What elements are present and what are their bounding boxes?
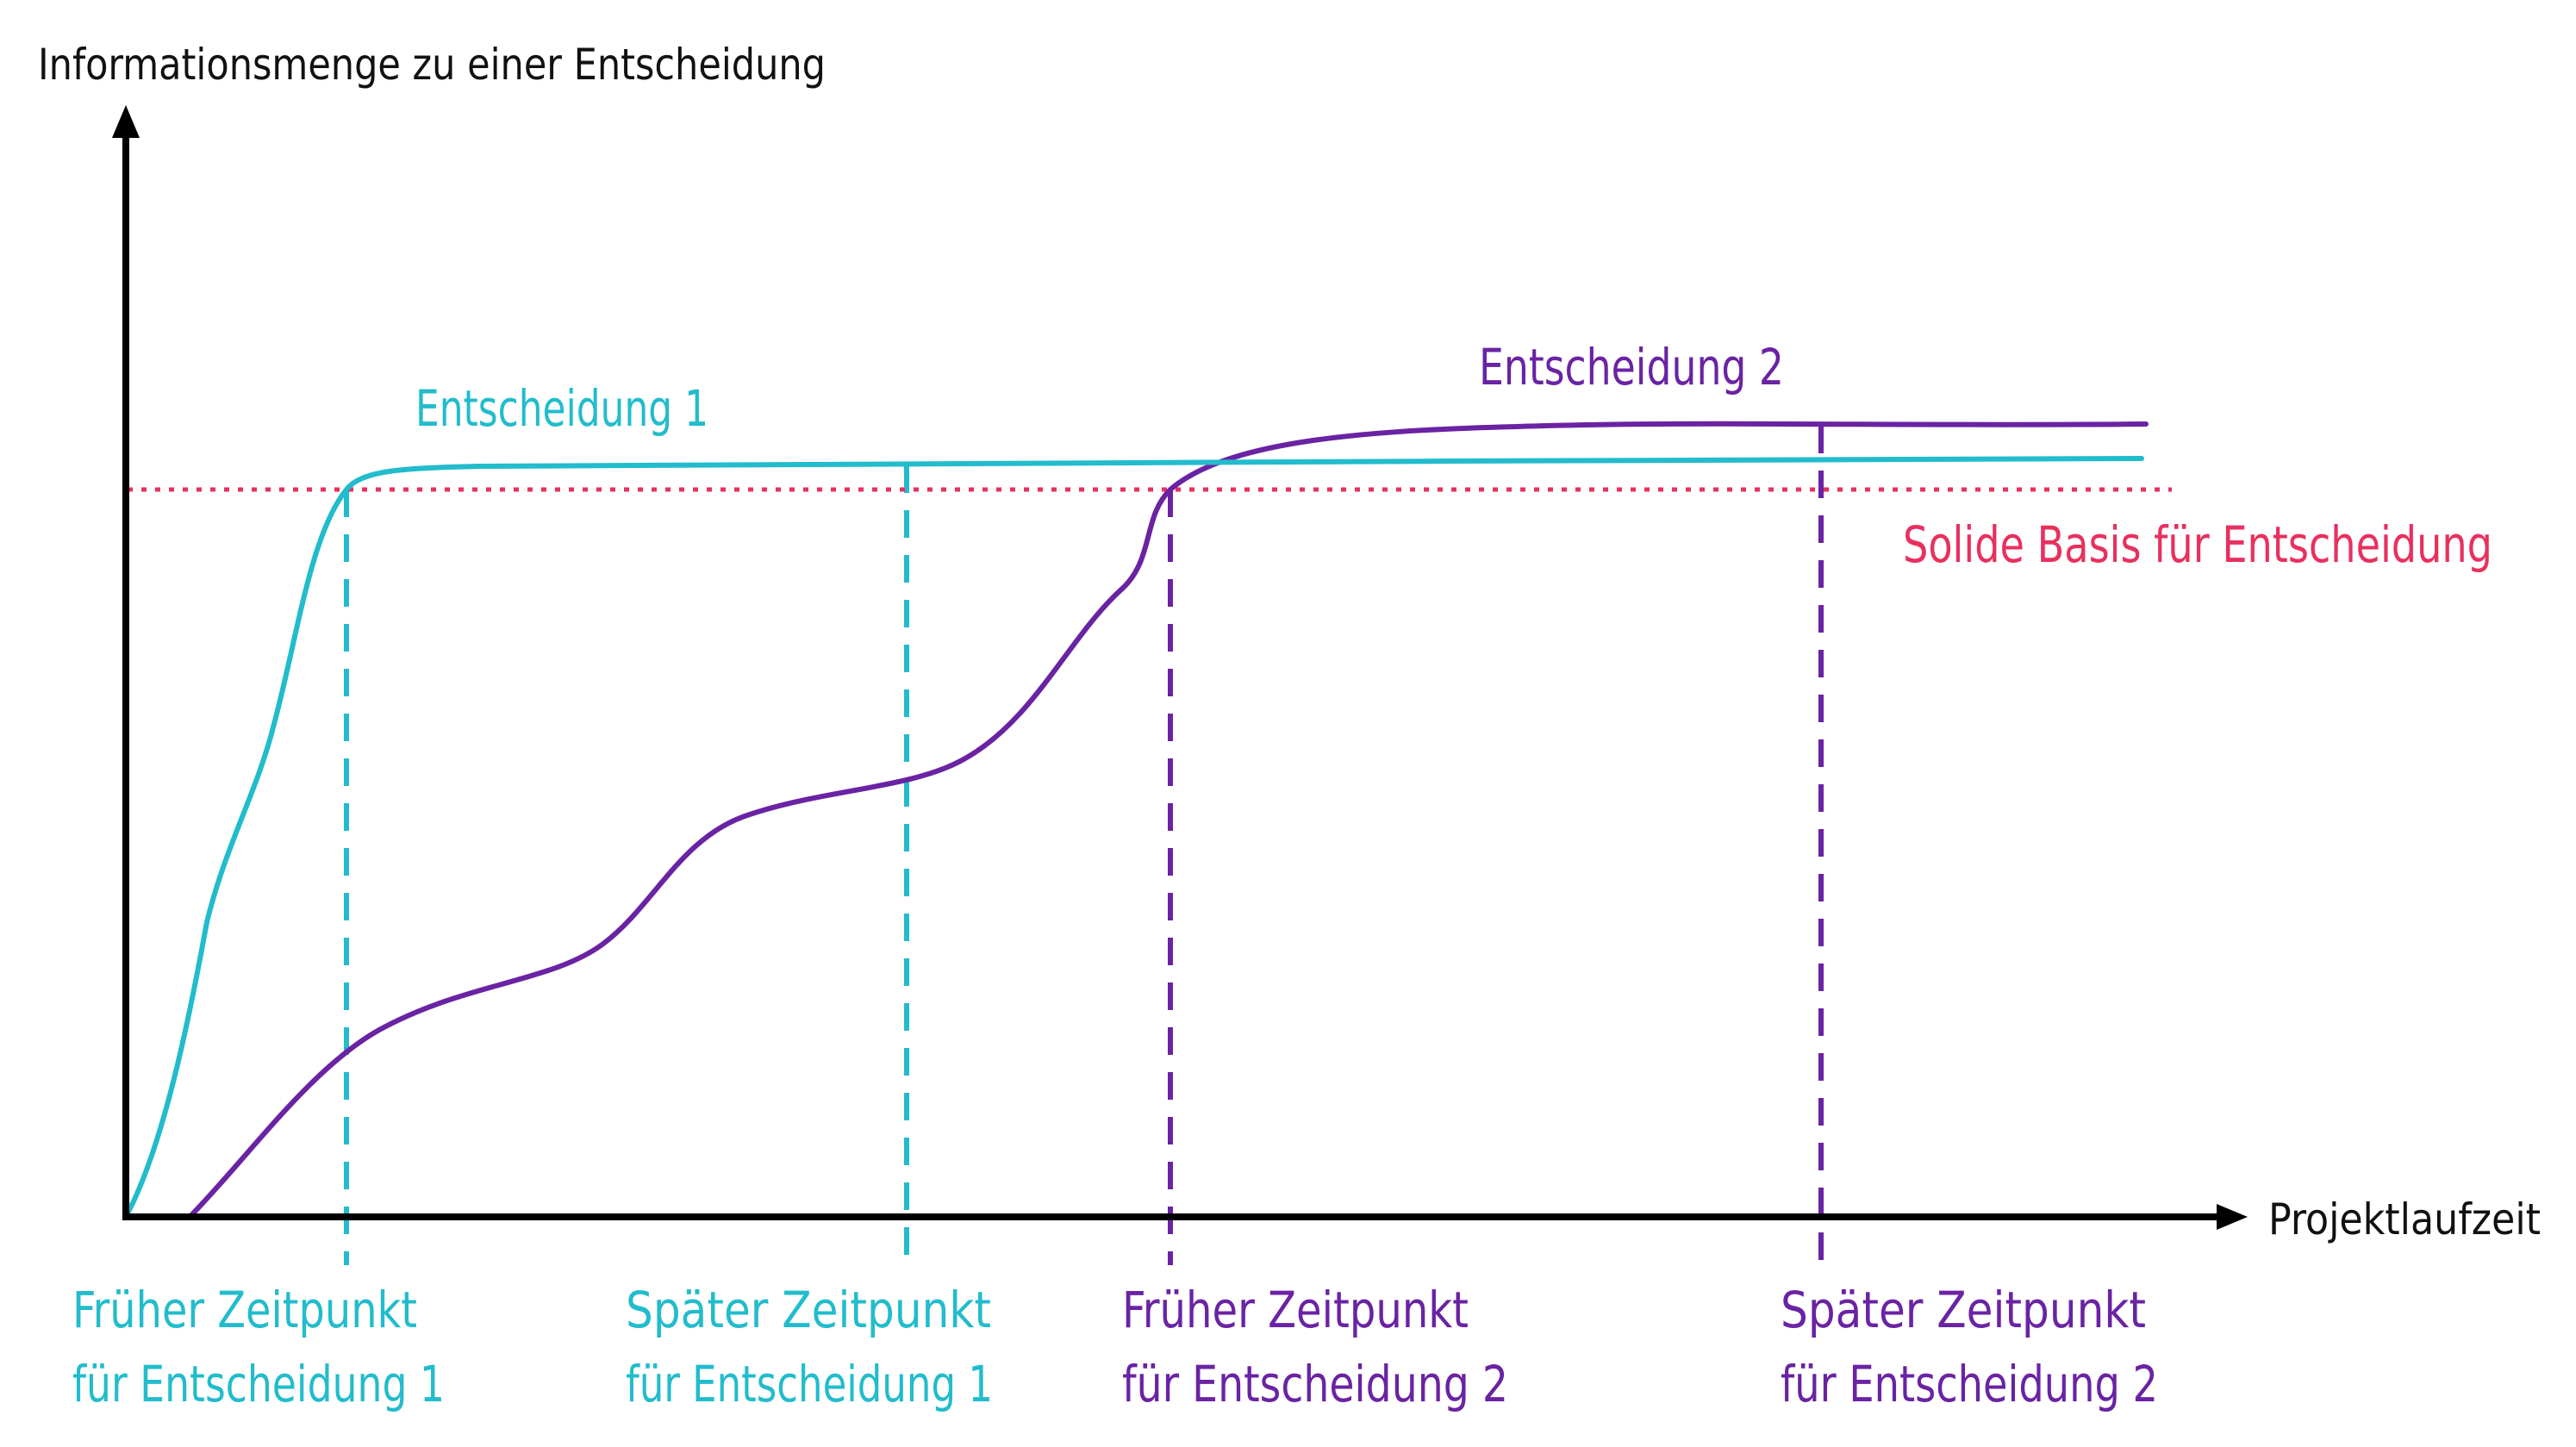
curve-label-decision-1: Entscheidung 1 [415,379,708,438]
threshold-label: Solide Basis für Entscheidung [1903,515,2492,574]
y-axis-arrowhead [112,105,140,138]
marker-label-late-decision-1-line2: für Entscheidung 1 [626,1355,993,1413]
marker-label-late-decision-1-line1: Später Zeitpunkt [626,1281,991,1339]
x-axis-arrowhead [2217,1204,2248,1230]
marker-label-early-decision-1-line2: für Entscheidung 1 [72,1355,445,1413]
marker-label-early-decision-1-line1: Früher Zeitpunkt [72,1281,417,1339]
marker-label-late-decision-2-line1: Später Zeitpunkt [1781,1281,2146,1339]
curve-decision-2 [189,421,2149,1218]
marker-label-early-decision-2-line2: für Entscheidung 2 [1122,1355,1508,1413]
marker-label-late-decision-2-line2: für Entscheidung 2 [1781,1355,2158,1413]
x-axis-label: Projektlaufzeit [2268,1194,2541,1244]
curve-label-decision-2: Entscheidung 2 [1479,338,1784,396]
marker-label-early-decision-2-line1: Früher Zeitpunkt [1122,1281,1469,1339]
curve-decision-1 [123,456,2144,1219]
y-axis-label: Informationsmenge zu einer Entscheidung [38,40,826,90]
